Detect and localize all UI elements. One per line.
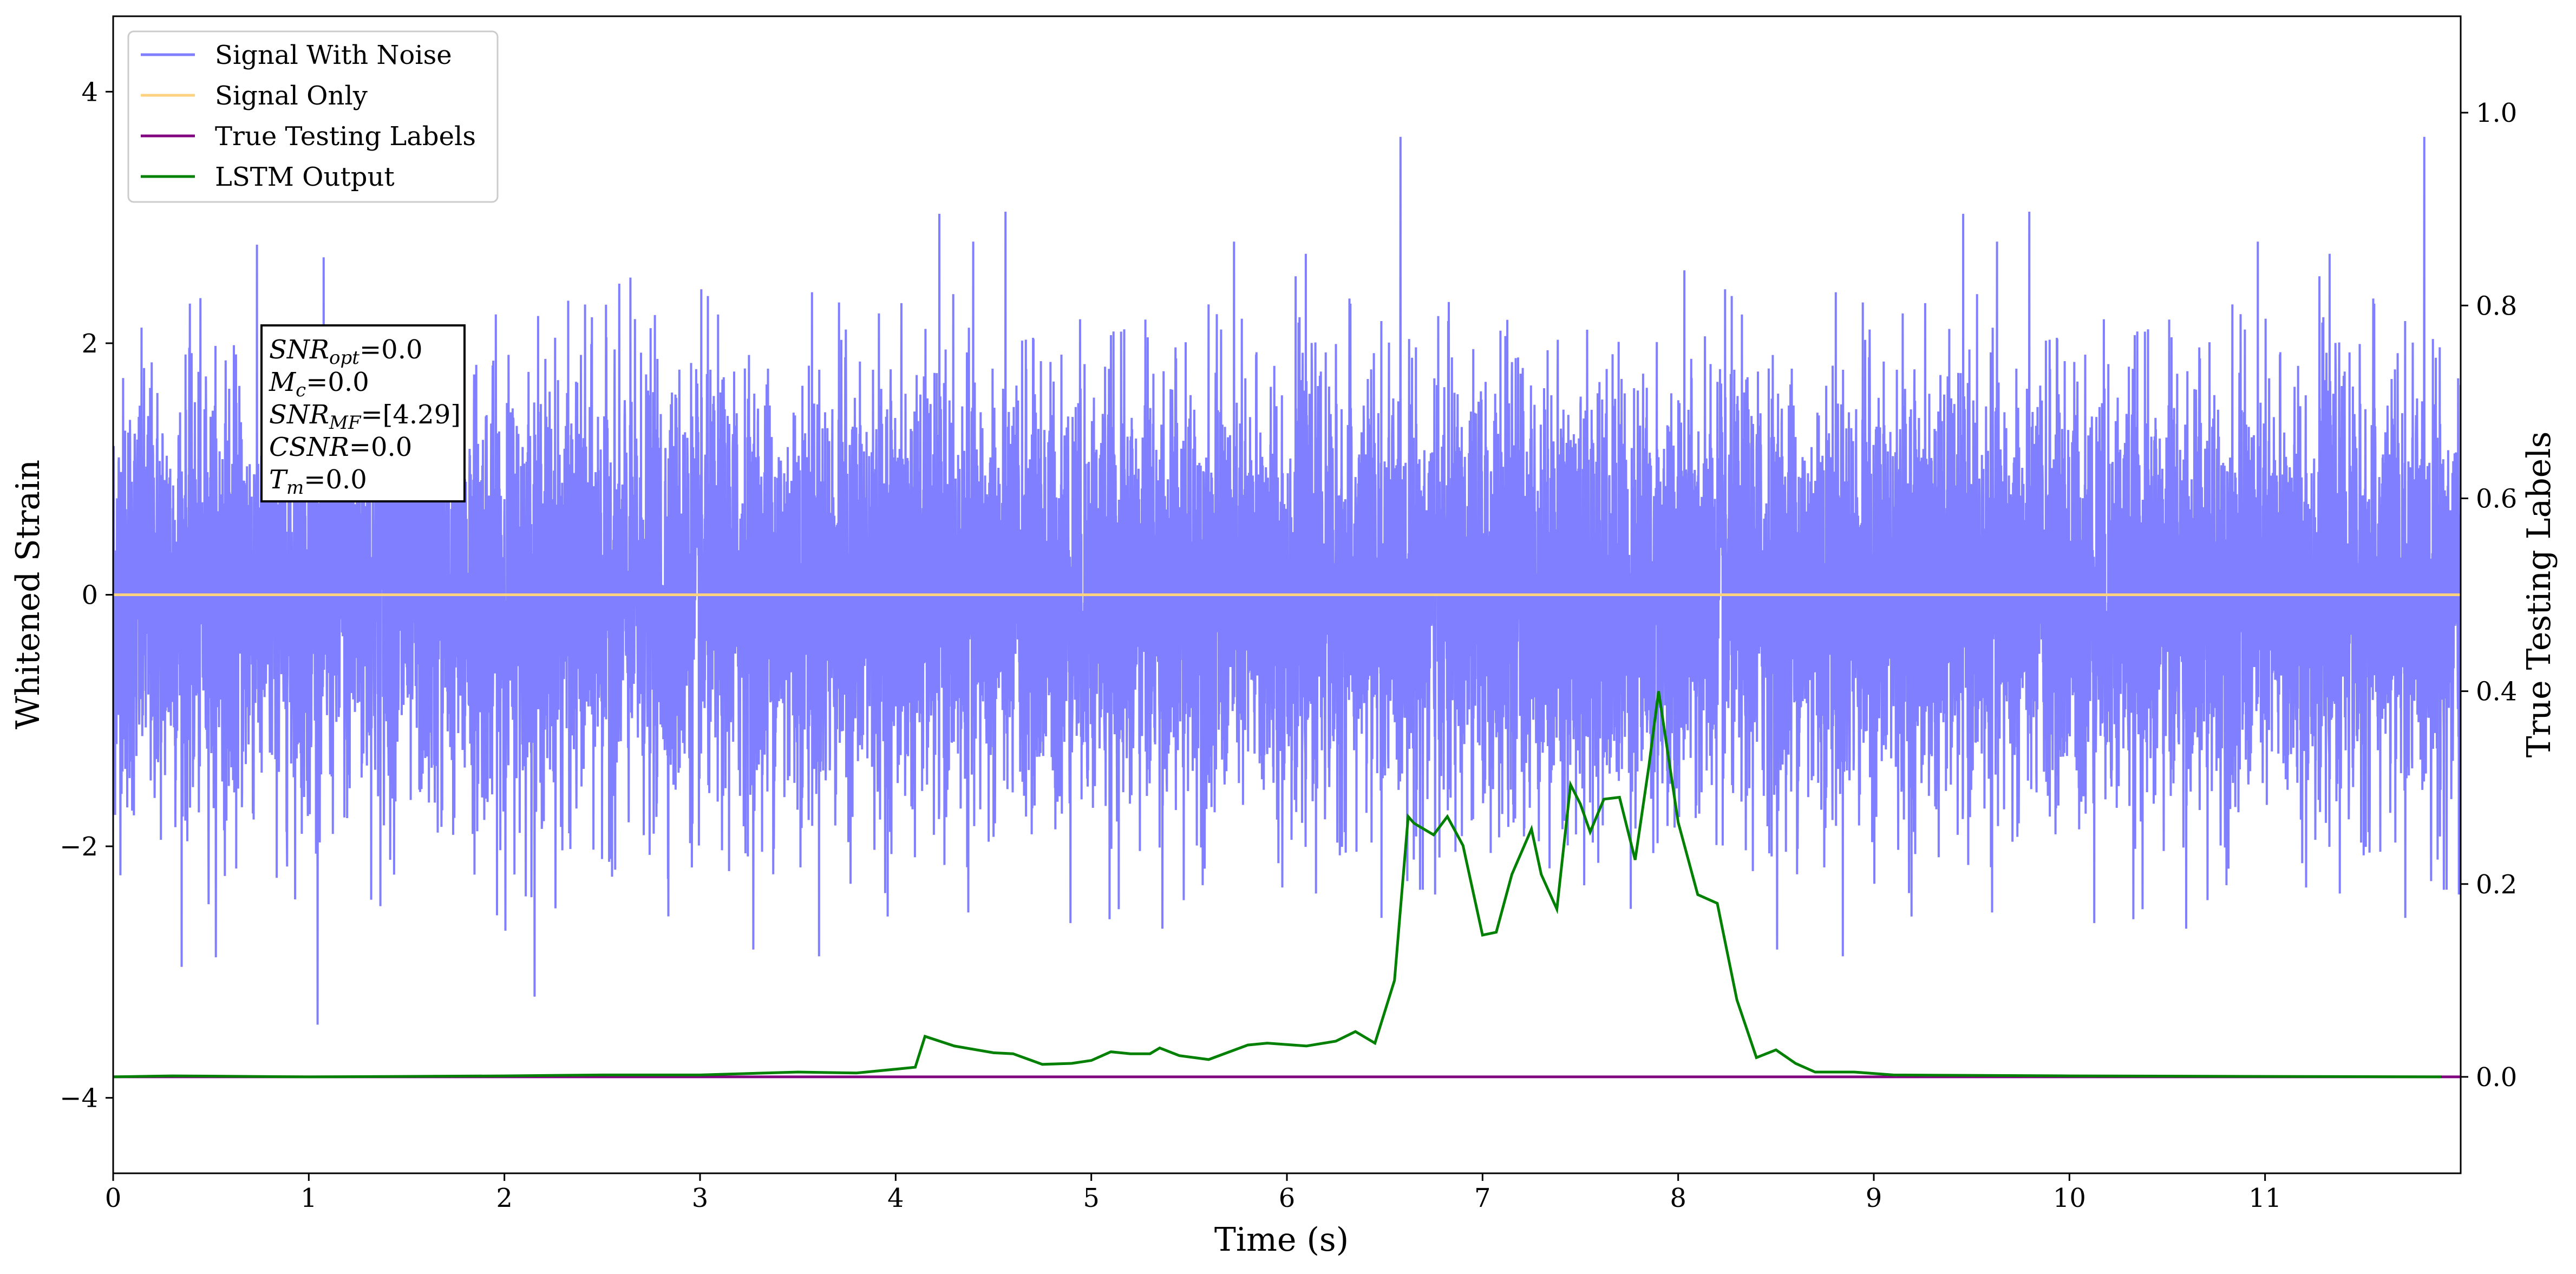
legend-label-signal-with-noise: Signal With Noise bbox=[215, 40, 452, 70]
x-axis-label: Time (s) bbox=[1214, 1221, 1349, 1259]
y-right-tick-label: 0.0 bbox=[2476, 1062, 2517, 1093]
y-tick-label: −4 bbox=[60, 1083, 98, 1114]
x-tick-label: 2 bbox=[496, 1183, 513, 1213]
legend-label-lstm-output: LSTM Output bbox=[215, 162, 395, 192]
y-right-tick-label: 0.4 bbox=[2476, 677, 2517, 707]
y-axis-right-label: True Testing Labels bbox=[2520, 432, 2558, 758]
y-right-tick-label: 1.0 bbox=[2476, 98, 2517, 128]
legend-label-true-testing-labels: True Testing Labels bbox=[215, 121, 476, 152]
legend-label-signal-only: Signal Only bbox=[215, 81, 368, 111]
y-tick-label: 4 bbox=[81, 77, 98, 107]
series-signal-with-noise bbox=[113, 136, 2461, 1025]
x-tick-label: 4 bbox=[887, 1183, 904, 1213]
annotation-snr-opt: SNRopt=0.0 bbox=[269, 335, 423, 369]
legend: Signal With Noise Signal Only True Testi… bbox=[127, 30, 499, 203]
y-axis-left: −4 −2 0 2 4 bbox=[60, 77, 113, 1114]
y-right-tick-label: 0.2 bbox=[2476, 870, 2517, 900]
x-tick-label: 0 bbox=[105, 1183, 122, 1213]
annotation-csnr: CSNR=0.0 bbox=[269, 432, 412, 462]
x-tick-label: 11 bbox=[2248, 1183, 2281, 1213]
y-right-tick-label: 0.8 bbox=[2476, 291, 2517, 321]
x-tick-label: 3 bbox=[692, 1183, 709, 1213]
y-right-tick-label: 0.6 bbox=[2476, 484, 2517, 514]
signal-with-noise-line bbox=[113, 136, 2461, 1025]
y-tick-label: 0 bbox=[81, 580, 98, 611]
annotation-snr-mf: SNRMF=[4.29] bbox=[269, 400, 461, 434]
x-tick-label: 6 bbox=[1279, 1183, 1296, 1213]
x-tick-label: 7 bbox=[1474, 1183, 1491, 1213]
y-tick-label: −2 bbox=[60, 832, 98, 862]
x-tick-label: 5 bbox=[1083, 1183, 1100, 1213]
annotation-chirp-mass: Mc=0.0 bbox=[269, 367, 369, 401]
x-tick-label: 10 bbox=[2053, 1183, 2086, 1213]
plot-area bbox=[113, 136, 2461, 1079]
y-axis-label: Whitened Strain bbox=[9, 460, 47, 729]
x-tick-label: 9 bbox=[1866, 1183, 1882, 1213]
y-tick-label: 2 bbox=[81, 329, 98, 359]
series-lines bbox=[113, 593, 2461, 1079]
lstm-output-line bbox=[113, 691, 2441, 1079]
x-axis: 0 1 2 3 4 5 6 7 8 9 10 11 bbox=[105, 1173, 2281, 1213]
x-tick-label: 8 bbox=[1670, 1183, 1686, 1213]
annotation-tm: Tm=0.0 bbox=[269, 465, 367, 499]
y-axis-right: 0.0 0.2 0.4 0.6 0.8 1.0 bbox=[2461, 98, 2517, 1093]
annotation-frame bbox=[260, 324, 466, 502]
legend-box bbox=[127, 30, 499, 203]
x-tick-label: 1 bbox=[300, 1183, 317, 1213]
parameter-annotation-box: SNRopt=0.0 Mc=0.0 SNRMF=[4.29] CSNR=0.0 … bbox=[260, 324, 466, 502]
